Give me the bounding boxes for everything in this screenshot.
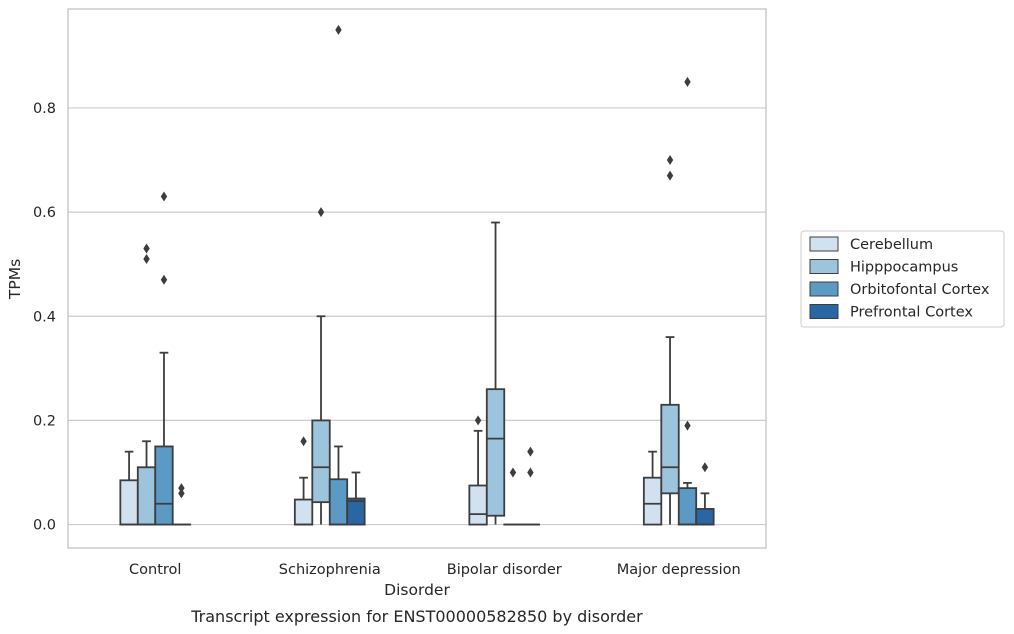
- legend-frame: [800, 230, 1005, 328]
- outlier-marker: [684, 420, 691, 431]
- legend-swatch: [809, 259, 839, 274]
- outlier-marker: [474, 415, 482, 426]
- box-body: [119, 479, 139, 526]
- outlier-marker: [527, 446, 534, 457]
- outlier-marker: [160, 274, 168, 285]
- y-tick-label: 0.0: [33, 518, 56, 534]
- outlier-marker: [300, 436, 307, 447]
- box-1-0: [293, 436, 314, 526]
- outlier-marker: [317, 207, 325, 218]
- y-tick-label: 0.6: [33, 205, 56, 221]
- box-2-2: [503, 467, 523, 526]
- legend: Cerebellum Hipppocampus Orbitofontal Corte…: [800, 230, 1005, 328]
- box-0-0: [119, 450, 139, 526]
- outlier-marker: [527, 467, 534, 478]
- y-tick-label: 0.8: [33, 101, 56, 117]
- box-body: [642, 476, 663, 526]
- box-body: [293, 498, 314, 526]
- box-body: [695, 508, 715, 526]
- box-1-1: [311, 207, 331, 525]
- box-3-2: [677, 76, 698, 526]
- x-axis-ticks: Control Schizophrenia Bipolar disorder Majo…: [129, 562, 741, 578]
- y-axis-ticks: 0.0 0.2 0.4 0.6 0.8: [33, 101, 56, 534]
- box-2-0: [468, 415, 488, 526]
- x-tick-label: Bipolar disorder: [447, 562, 562, 578]
- legend-swatch: [809, 281, 839, 297]
- y-tick-label: 0.2: [33, 413, 56, 429]
- box-body: [154, 445, 174, 526]
- outlier-marker: [178, 488, 185, 499]
- legend-label: Hipppocampus: [850, 260, 958, 276]
- plot-frame: [67, 8, 767, 549]
- box-3-3: [695, 462, 715, 526]
- x-tick-label: Schizophrenia: [279, 562, 381, 578]
- box-2-1: [485, 221, 506, 525]
- box-1-3: [346, 471, 366, 526]
- outlier-marker: [160, 191, 168, 202]
- legend-swatch: [809, 304, 839, 319]
- outlier-marker: [666, 155, 674, 166]
- box-body: [660, 403, 680, 495]
- outlier-marker: [143, 253, 150, 264]
- legend-label: Cerebellum: [850, 237, 933, 253]
- chart-caption: Transcript expression for ENST0000058285…: [190, 607, 643, 626]
- box-0-3: [171, 483, 192, 526]
- x-tick-label: Control: [129, 562, 181, 578]
- y-tick-label: 0.4: [33, 309, 56, 325]
- outlier-marker: [178, 483, 185, 494]
- x-tick-label: Major depression: [617, 562, 741, 578]
- box-body: [346, 497, 366, 526]
- box-body: [468, 484, 488, 526]
- y-axis-label: TPMs: [6, 259, 24, 300]
- box-1-2: [328, 24, 349, 526]
- box-3-0: [642, 450, 663, 526]
- box-plot-area: [119, 24, 715, 526]
- legend-label: Prefrontal Cortex: [850, 305, 973, 321]
- box-0-2: [154, 191, 174, 526]
- box-body: [677, 487, 698, 526]
- outlier-marker: [684, 76, 691, 87]
- box-body: [136, 466, 157, 526]
- box-body: [311, 419, 331, 504]
- box-body: [485, 388, 506, 517]
- outlier-marker: [509, 467, 517, 478]
- legend-swatch: [809, 236, 839, 252]
- x-axis-label: Disorder: [384, 581, 450, 599]
- box-0-1: [136, 243, 157, 526]
- outlier-marker: [701, 462, 709, 473]
- outlier-marker: [143, 243, 150, 254]
- outlier-marker: [335, 24, 342, 35]
- box-2-3: [520, 446, 541, 526]
- legend-label: Orbitofontal Cortex: [850, 282, 990, 298]
- box-3-1: [660, 155, 680, 525]
- outlier-marker: [666, 170, 674, 181]
- box-body: [328, 478, 349, 526]
